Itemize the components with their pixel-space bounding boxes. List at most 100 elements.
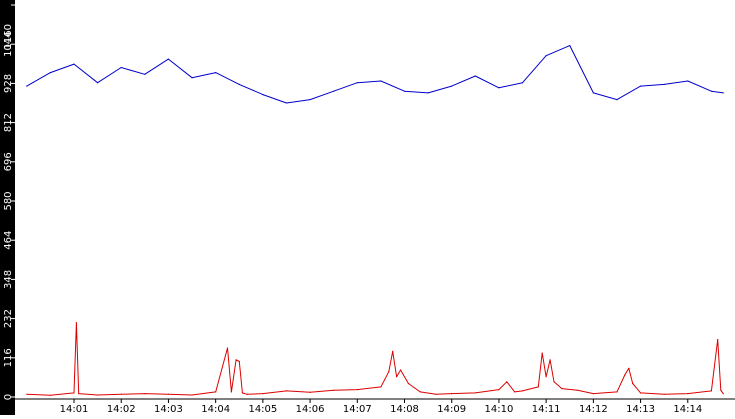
series-2-point: [400, 369, 402, 371]
series-2-point: [521, 390, 524, 392]
series-1-point: [427, 92, 429, 94]
series-2-point: [120, 393, 122, 395]
series-1-point: [49, 72, 52, 74]
series-2-point: [392, 350, 394, 352]
y-tick-label: 696: [3, 152, 14, 171]
series-2-point: [226, 347, 229, 349]
series-1-point: [451, 85, 453, 87]
series-2-point: [624, 374, 626, 376]
series-1-point: [663, 83, 665, 85]
y-tick-label: 580: [3, 191, 14, 210]
series-1-point: [616, 99, 618, 101]
series-2-point: [720, 389, 722, 391]
series-1-point: [592, 92, 595, 94]
series-2-point: [246, 393, 248, 395]
series-2-point: [435, 393, 437, 395]
series-1-point: [722, 92, 724, 94]
series-2-point: [537, 386, 539, 388]
series-1-point: [262, 94, 264, 96]
series-1-point: [474, 75, 476, 77]
series-2-point: [717, 339, 719, 341]
x-tick-label: 14:13: [626, 404, 655, 415]
x-tick-label: 14:08: [390, 404, 419, 415]
series-2-point: [26, 393, 28, 395]
series-2-point: [498, 389, 500, 391]
series-2-point: [49, 394, 52, 396]
series-2-point: [628, 367, 630, 369]
series-2-point: [356, 389, 358, 391]
series-2-point: [238, 360, 240, 363]
series-1-point: [97, 82, 99, 84]
series-1-point: [710, 90, 713, 92]
y-tick-label: 812: [3, 113, 14, 132]
y-tick-label: 0: [3, 394, 14, 400]
series-1-point: [167, 58, 169, 60]
series-layer: [26, 45, 724, 396]
series-1-point: [687, 80, 689, 82]
x-tick-label: 14:06: [296, 404, 325, 415]
series-2-point: [616, 391, 618, 393]
x-tick-label: 14:11: [532, 404, 561, 415]
series-2-point: [553, 381, 555, 383]
series-2-point: [75, 322, 77, 324]
series-2-point: [419, 391, 421, 393]
x-tick-label: 14:01: [60, 404, 89, 415]
series-1-point: [640, 85, 642, 87]
series-2-point: [167, 393, 169, 395]
series-2-point: [73, 392, 75, 394]
x-axis: 14:01 14:02 14:03 14:04 14:05 14:06 14:07 14:08…: [60, 399, 702, 415]
series-2-point: [640, 392, 642, 394]
y-tick-label: 116: [3, 348, 14, 367]
series-2-point: [309, 391, 311, 393]
series-2-point: [687, 393, 689, 395]
x-tick-label: 14:03: [154, 404, 183, 415]
series-1-point: [285, 102, 288, 104]
y-tick-label: 928: [3, 74, 14, 93]
series-2-point: [380, 386, 382, 388]
series-2-point: [241, 392, 243, 394]
series-2-point: [474, 392, 476, 394]
series-2-point: [215, 391, 217, 393]
x-tick-label: 14:12: [579, 404, 608, 415]
series-2-point: [451, 393, 453, 395]
x-tick-label: 14:07: [343, 404, 372, 415]
x-tick-label: 14:10: [485, 404, 514, 415]
series-1-point: [191, 77, 193, 79]
series-1-point: [356, 82, 358, 84]
x-tick-label: 14:09: [437, 404, 466, 415]
y-tick-label: 1044: [3, 31, 14, 56]
series-1-point: [120, 66, 122, 69]
series-2-point: [191, 394, 193, 396]
series-1-point: [26, 85, 28, 87]
series-1-point: [73, 63, 75, 65]
y-tick-label: 464: [3, 231, 14, 250]
series-2-point: [144, 393, 146, 395]
series-2-point: [506, 381, 508, 383]
series-2-point: [632, 382, 634, 385]
series-1-point: [333, 90, 335, 92]
series-1-point: [498, 87, 500, 89]
series-2-point: [235, 359, 237, 361]
series-2-point: [561, 388, 563, 390]
x-tick-label: 14:04: [201, 404, 230, 415]
x-tick-label: 14:14: [673, 404, 702, 415]
series-2-point: [541, 352, 543, 354]
series-1-point: [380, 80, 382, 82]
series-2-point: [592, 393, 595, 395]
series-1-point: [144, 73, 146, 75]
x-tick-label: 14:05: [248, 404, 277, 415]
x-tick-label: 14:02: [107, 404, 136, 415]
series-2-point: [333, 389, 335, 391]
series-1-point: [215, 72, 217, 74]
series-1-point: [309, 99, 311, 101]
series-2-point: [577, 389, 579, 391]
series-2-point: [78, 393, 80, 395]
series-2-point: [407, 382, 409, 385]
series-2-point: [545, 376, 547, 378]
series-2-point: [514, 391, 516, 393]
series-1-point: [545, 55, 547, 57]
